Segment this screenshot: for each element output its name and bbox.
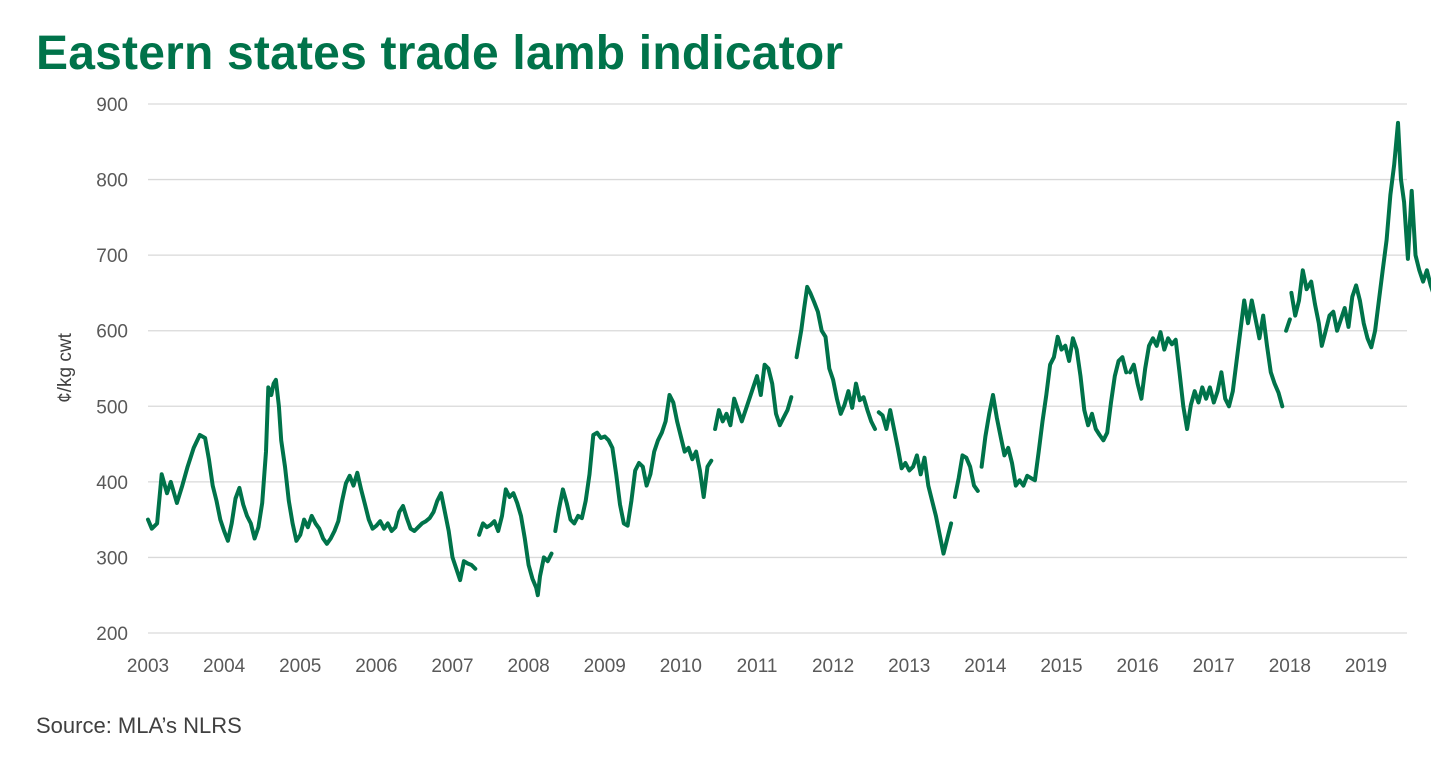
gridlines bbox=[148, 103, 1407, 634]
y-tick-label: 200 bbox=[96, 624, 128, 645]
x-tick-label: 2012 bbox=[812, 656, 854, 677]
x-tick-label: 2008 bbox=[507, 656, 549, 677]
series-line-segment-3 bbox=[713, 362, 794, 431]
x-tick-label: 2007 bbox=[431, 656, 473, 677]
y-tick-label: 900 bbox=[96, 95, 128, 116]
y-tick-label: 600 bbox=[96, 322, 128, 343]
x-tick-label: 2014 bbox=[964, 656, 1007, 677]
x-tick-label: 2018 bbox=[1269, 656, 1311, 677]
x-tick-label: 2015 bbox=[1040, 656, 1082, 677]
x-tick-label: 2019 bbox=[1345, 656, 1387, 677]
x-tick-label: 2011 bbox=[737, 656, 778, 677]
y-axis-label: ¢/kg cwt bbox=[55, 332, 76, 402]
series-line-segment-7 bbox=[979, 334, 1129, 488]
x-tick-label: 2010 bbox=[660, 656, 702, 677]
series-lines bbox=[146, 120, 1431, 598]
series-line-segment-8 bbox=[1128, 298, 1285, 431]
series-line-segment-9 bbox=[1284, 317, 1292, 333]
x-tick-label: 2006 bbox=[355, 656, 397, 677]
source-note: Source: MLA’s NLRS bbox=[36, 713, 242, 738]
series-line-segment-5 bbox=[876, 408, 954, 556]
x-tick-label: 2005 bbox=[279, 656, 321, 677]
y-tick-label: 800 bbox=[96, 171, 128, 192]
series-line-segment-0 bbox=[146, 377, 478, 583]
x-tick-label: 2004 bbox=[203, 656, 246, 677]
y-tick-label: 700 bbox=[96, 246, 128, 267]
series-line-segment-1 bbox=[477, 487, 554, 598]
x-tick-label: 2003 bbox=[127, 656, 169, 677]
y-tick-label: 500 bbox=[96, 397, 128, 418]
y-tick-label: 400 bbox=[96, 473, 128, 494]
x-tick-label: 2017 bbox=[1193, 656, 1235, 677]
x-tick-label: 2013 bbox=[888, 656, 930, 677]
x-tick-label: 2009 bbox=[584, 656, 626, 677]
series-line-segment-10 bbox=[1289, 120, 1431, 350]
series-line-segment-4 bbox=[794, 284, 877, 431]
series-line-segment-6 bbox=[952, 453, 980, 499]
y-tick-label: 300 bbox=[96, 548, 128, 569]
y-tick-labels: 200 300 400 500 600 700 800 900 bbox=[96, 95, 128, 645]
x-tick-labels: 2003 2004 2005 2006 2007 2008 2009 2010 2011 2012… bbox=[127, 656, 1387, 677]
series-line-segment-2 bbox=[553, 393, 714, 533]
x-tick-label: 2016 bbox=[1116, 656, 1158, 677]
chart-title: Eastern states trade lamb indicator bbox=[36, 27, 844, 80]
